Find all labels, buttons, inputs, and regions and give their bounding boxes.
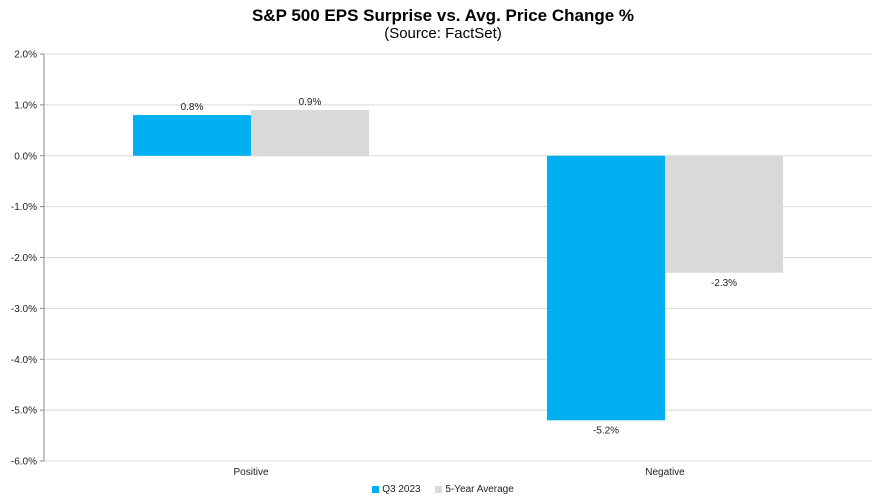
y-tick-label: -4.0% [11, 355, 37, 366]
y-tick-label: -2.0% [11, 253, 37, 264]
legend-item-5yr-avg: 5-Year Average [435, 484, 514, 495]
legend-swatch-5yr-avg [435, 486, 443, 493]
data-label: -2.3% [711, 278, 737, 289]
bar-positive-1 [251, 109, 369, 156]
chart-subtitle: (Source: FactSet) [384, 25, 502, 42]
data-labels: 0.8% 0.9% -5.2% -2.3% [181, 97, 738, 436]
y-tick-label: -1.0% [11, 202, 37, 213]
legend: Q3 2023 5-Year Average [0, 484, 886, 496]
bar-negative-1 [665, 155, 783, 273]
x-category-label: Positive [233, 467, 268, 478]
x-axis-categories: Positive Negative [233, 467, 685, 478]
data-label: 0.8% [181, 102, 204, 113]
y-axis-ticks: 2.0% 1.0% 0.0% -1.0% -2.0% -3.0% -4.0% -5.0% -6.… [11, 50, 44, 468]
chart-title: S&P 500 EPS Surprise vs. Avg. Price Chan… [251, 6, 635, 25]
x-category-label: Negative [645, 467, 685, 478]
legend-label-q3-2023: Q3 2023 [382, 484, 421, 495]
bars [133, 109, 783, 421]
data-label: -5.2% [593, 425, 619, 436]
y-tick-label: -3.0% [11, 304, 37, 315]
y-tick-label: 0.0% [14, 151, 37, 162]
bar-positive-0 [133, 115, 251, 156]
data-label: 0.9% [299, 97, 322, 108]
y-tick-label: -6.0% [11, 457, 37, 468]
y-tick-label: -5.0% [11, 406, 37, 417]
y-tick-label: 1.0% [14, 100, 37, 111]
legend-swatch-q3-2023 [372, 486, 380, 493]
bar-negative-0 [547, 155, 665, 421]
legend-label-5yr-avg: 5-Year Average [445, 484, 514, 495]
y-tick-label: 2.0% [14, 50, 37, 61]
legend-item-q3-2023: Q3 2023 [372, 484, 421, 495]
